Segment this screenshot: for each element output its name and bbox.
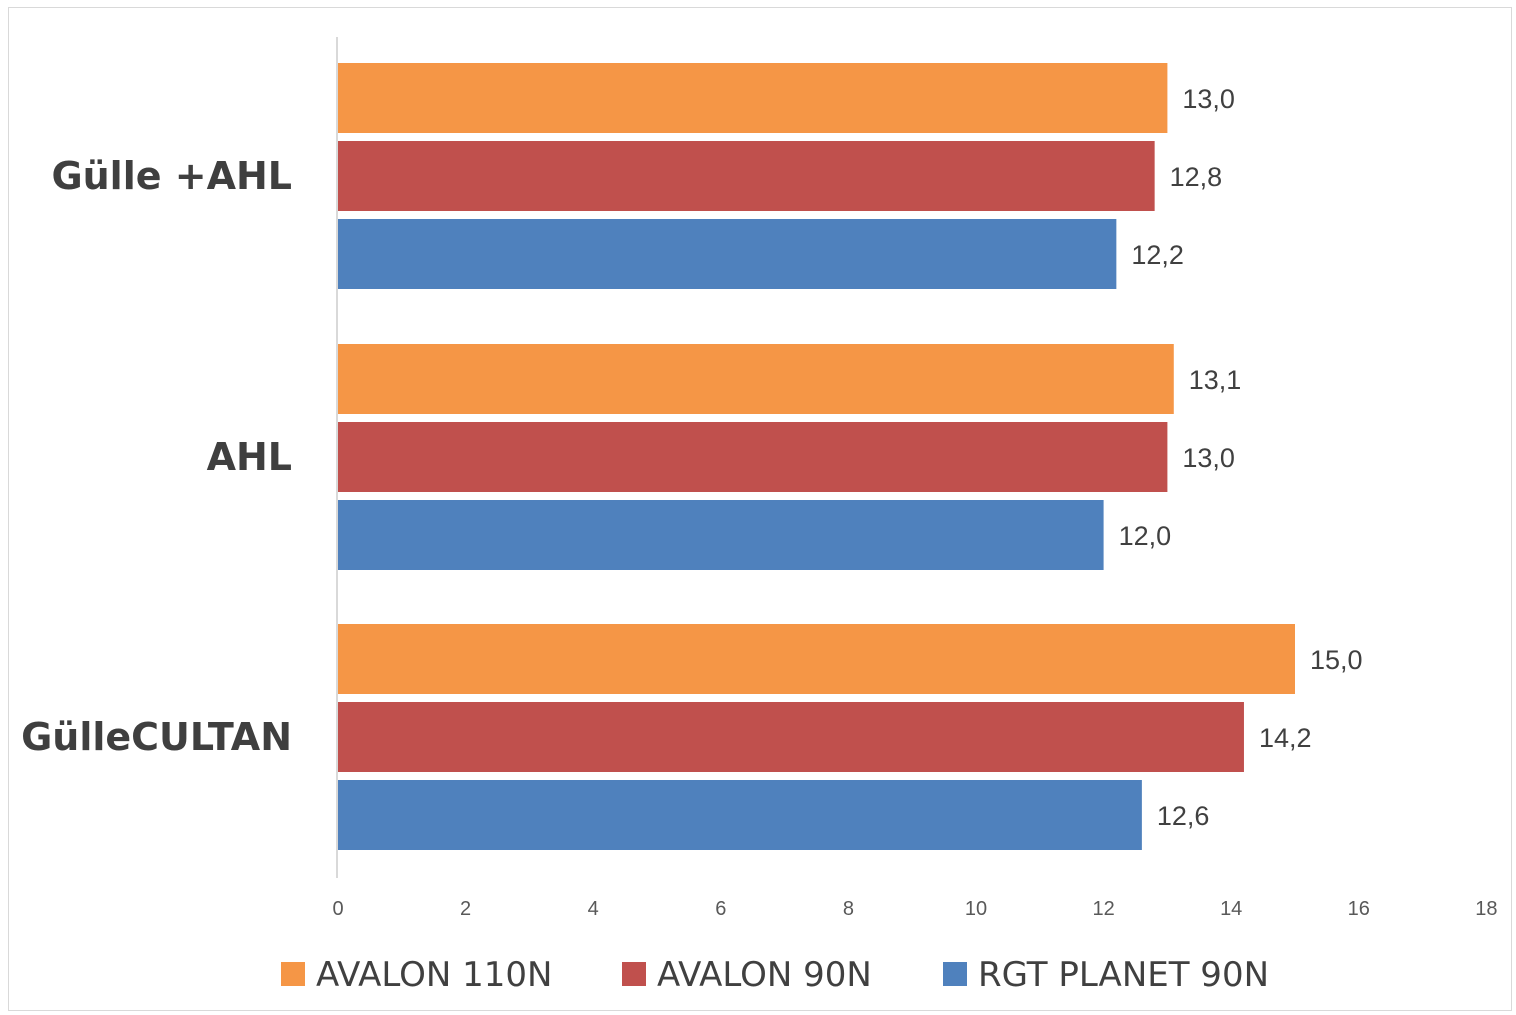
x-tick-label-8: 8 <box>843 898 854 920</box>
legend-swatch-1 <box>281 962 305 986</box>
x-tick-label-6: 6 <box>715 898 726 920</box>
data-label-2-1: 13,1 <box>1189 365 1242 395</box>
bar-3-2 <box>338 702 1244 772</box>
x-tick-label-2: 2 <box>460 898 471 920</box>
legend-swatch-2 <box>622 962 646 986</box>
x-tick-label-18: 18 <box>1475 898 1497 920</box>
bar-3-3 <box>338 780 1142 850</box>
x-tick-label-14: 14 <box>1220 898 1242 920</box>
bar-2-2 <box>338 422 1168 492</box>
x-tick-label-0: 0 <box>332 898 343 920</box>
legend-label-1: AVALON 110N <box>316 955 553 995</box>
data-label-3-1: 15,0 <box>1310 645 1363 675</box>
category-label-3: GülleCULTAN <box>21 715 292 759</box>
data-label-3-2: 14,2 <box>1259 723 1312 753</box>
category-label-2: AHL <box>207 435 292 479</box>
bar-1-3 <box>338 219 1117 289</box>
bar-2-3 <box>338 500 1104 570</box>
legend-label-3: RGT PLANET 90N <box>978 955 1269 995</box>
data-label-1-2: 12,8 <box>1170 162 1223 192</box>
data-label-2-2: 13,0 <box>1182 443 1235 473</box>
bar-1-1 <box>338 63 1168 133</box>
bar-2-1 <box>338 344 1174 414</box>
x-tick-label-12: 12 <box>1092 898 1114 920</box>
bar-3-1 <box>338 624 1295 694</box>
legend-label-2: AVALON 90N <box>657 955 872 995</box>
data-label-3-3: 12,6 <box>1157 801 1210 831</box>
x-tick-label-16: 16 <box>1348 898 1370 920</box>
legend-swatch-3 <box>943 962 967 986</box>
data-label-1-3: 12,2 <box>1131 240 1184 270</box>
x-tick-label-4: 4 <box>588 898 599 920</box>
data-label-1-1: 13,0 <box>1182 84 1235 114</box>
data-label-2-3: 12,0 <box>1119 521 1172 551</box>
category-label-1: Gülle +AHL <box>51 154 292 198</box>
bar-1-2 <box>338 141 1155 211</box>
x-tick-label-10: 10 <box>965 898 987 920</box>
